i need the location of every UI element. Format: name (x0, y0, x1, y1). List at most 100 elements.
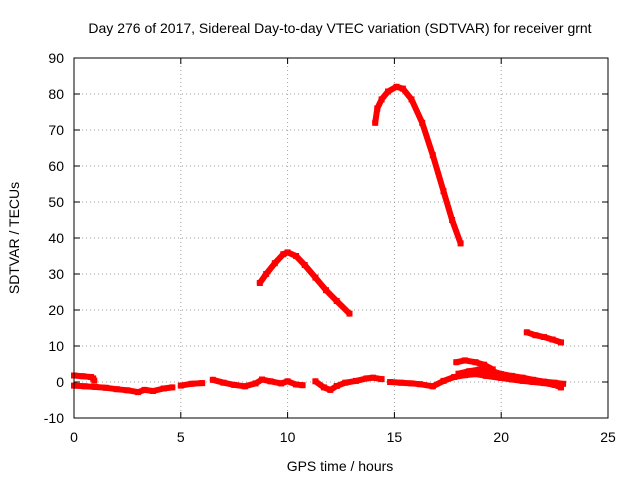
data-point (508, 376, 515, 383)
data-point (374, 105, 381, 112)
x-tick-label: 15 (387, 429, 403, 445)
data-point (519, 377, 526, 384)
data-point (453, 359, 460, 366)
axis-ticks: 0 5 10 15 20 25 -10 0 10 20 30 40 50 60 70 80 90 (44, 50, 616, 445)
data-point (489, 366, 496, 373)
data-point (385, 88, 391, 95)
data-point (263, 271, 270, 277)
data-point (419, 119, 426, 126)
data-point (124, 387, 131, 394)
data-point (293, 381, 300, 388)
data-point (558, 384, 564, 391)
data-point (346, 310, 353, 317)
series-arc-high-1 (372, 83, 464, 247)
data-point (399, 85, 406, 92)
data-point (449, 217, 456, 223)
data-point (393, 83, 400, 90)
data-point (220, 379, 227, 386)
data-point (327, 386, 334, 393)
data-point (160, 385, 167, 392)
y-axis-label: SDTVAR / TECUs (6, 182, 22, 294)
data-point (301, 262, 308, 268)
chart-title: Day 276 of 2017, Sidereal Day-to-day VTE… (88, 20, 591, 36)
data-point (256, 280, 263, 286)
x-tick-label: 20 (493, 429, 509, 445)
data-point (323, 287, 329, 294)
grid-lines (74, 58, 608, 418)
data-point (530, 376, 537, 383)
y-tick-label: 30 (48, 266, 64, 282)
y-tick-label: 40 (48, 230, 64, 246)
data-point (408, 380, 415, 387)
data-point (259, 376, 265, 383)
x-axis-label: GPS time / hours (287, 458, 394, 474)
data-point (440, 188, 447, 195)
data-point (342, 379, 349, 386)
data-point (455, 370, 462, 377)
y-tick-label: 80 (48, 86, 64, 102)
data-point (370, 374, 376, 381)
data-point (408, 96, 415, 103)
data-point (523, 329, 530, 336)
data-point (278, 380, 285, 387)
data-point (440, 377, 447, 384)
data-point (79, 373, 86, 380)
data-point (267, 378, 274, 385)
data-point (498, 371, 505, 378)
data-point (378, 376, 385, 383)
data-point (252, 380, 259, 387)
data-point (312, 378, 319, 385)
data-point (540, 378, 547, 385)
y-tick-label: 10 (48, 338, 64, 354)
data-point (540, 334, 547, 340)
y-tick-label: 0 (56, 374, 64, 390)
data-point (429, 383, 436, 390)
data-point (312, 274, 319, 281)
data-point (333, 383, 340, 389)
data-point (320, 384, 327, 391)
data-point (353, 377, 359, 384)
data-point (231, 381, 238, 388)
x-tick-label: 25 (600, 429, 616, 445)
data-point (558, 339, 564, 346)
series-arc-low-2 (71, 382, 176, 396)
data-point (199, 380, 206, 387)
data-point (135, 389, 142, 396)
x-tick-label: 0 (70, 429, 78, 445)
data-point (177, 382, 184, 389)
data-point (417, 381, 423, 388)
data-point (508, 372, 515, 379)
data-point (378, 96, 385, 103)
data-point (241, 383, 248, 390)
data-point (472, 371, 479, 378)
data-point (532, 332, 539, 339)
y-tick-label: 60 (48, 158, 64, 174)
data-point (103, 384, 109, 391)
data-point (280, 251, 287, 258)
data-point (387, 379, 394, 385)
data-point (293, 253, 300, 259)
data-point (457, 240, 464, 247)
x-tick-label: 10 (280, 429, 296, 445)
y-tick-label: -10 (44, 410, 64, 426)
data-point (551, 379, 558, 386)
data-point (363, 375, 370, 382)
y-tick-label: 90 (48, 50, 64, 66)
data-point (472, 359, 479, 366)
data-point (188, 380, 195, 387)
data-point (560, 380, 567, 387)
data-point (397, 379, 404, 386)
data-point (519, 374, 526, 381)
data-point (481, 361, 488, 368)
data-point (333, 298, 340, 304)
data-point (113, 386, 120, 393)
y-tick-label: 50 (48, 194, 64, 210)
y-tick-label: 70 (48, 122, 64, 138)
data-point (483, 372, 490, 379)
data-point (498, 375, 505, 381)
data-point (271, 260, 278, 267)
data-point (461, 357, 468, 364)
data-point (429, 152, 436, 159)
data-point (451, 374, 458, 380)
